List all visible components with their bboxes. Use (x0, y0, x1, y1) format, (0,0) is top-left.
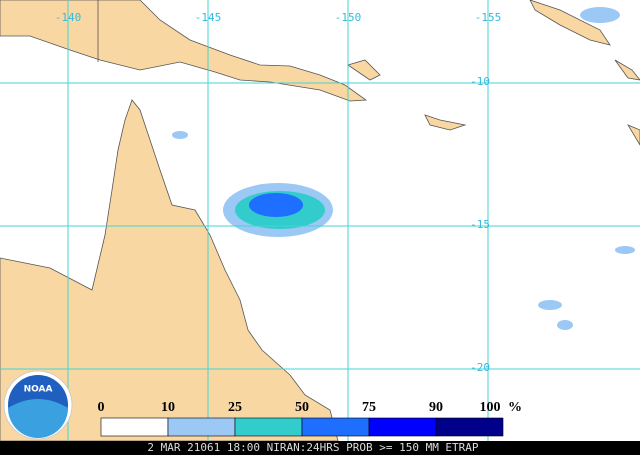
longitude-label: -145 (195, 11, 222, 24)
legend-swatch (301, 417, 370, 437)
longitude-label: -155 (475, 11, 502, 24)
land (0, 0, 640, 442)
legend-swatch (167, 417, 236, 437)
legend-tick-label: 0 (98, 400, 105, 415)
legend-tick-label: 100 (480, 400, 501, 415)
legend-tick-label: 90 (429, 400, 443, 415)
islands (172, 7, 635, 330)
noaa-logo: NOAA (3, 370, 73, 440)
legend-tick-label: 25 (228, 400, 242, 415)
latitude-label: -10 (470, 75, 490, 88)
longitude-label: -150 (335, 11, 362, 24)
footer-text: 2 MAR 21061 18:00 NIRAN:24HRS PROB >= 15… (147, 441, 479, 454)
legend-swatch (368, 417, 437, 437)
legend-tick-label: 50 (295, 400, 309, 415)
legend-swatch (435, 417, 504, 437)
legend-swatch (100, 417, 169, 437)
latitude-label: -20 (470, 361, 490, 374)
legend-tick-label: 75 (362, 400, 376, 415)
legend-swatch (234, 417, 303, 437)
graticule: -140 -145 -150 -155 -10 -15 -20 (0, 0, 640, 441)
legend: 0 10 25 50 75 90 100% (98, 400, 522, 437)
footer-bar (0, 441, 640, 455)
rainfall-probability (223, 183, 333, 237)
logo-text: NOAA (24, 385, 53, 395)
latitude-label: -15 (470, 218, 490, 231)
longitude-label: -140 (55, 11, 82, 24)
legend-unit: % (508, 400, 522, 415)
legend-tick-label: 10 (161, 400, 175, 415)
